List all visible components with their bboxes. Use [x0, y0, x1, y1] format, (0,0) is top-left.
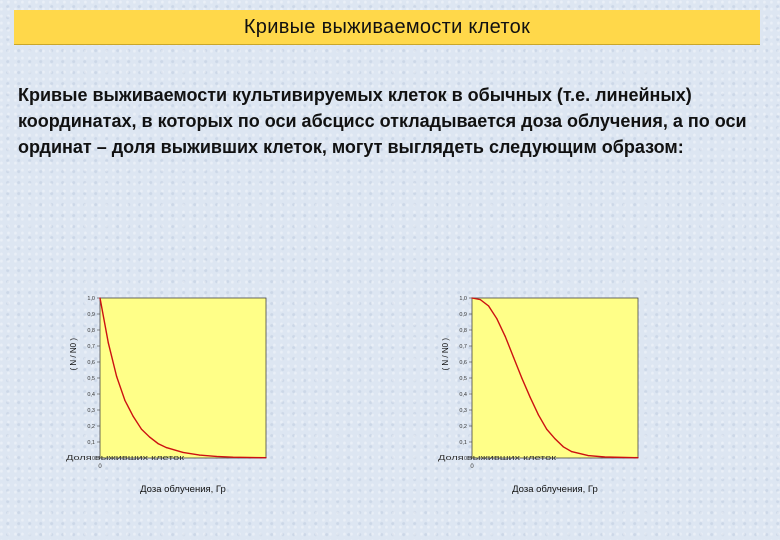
y-tick-label: 0,7 [87, 344, 95, 350]
curve-point [587, 455, 589, 457]
y-tick-label: 0,3 [459, 408, 467, 414]
curve-point [140, 428, 143, 430]
y-tick-label: 0,8 [459, 328, 467, 334]
chart-svg: 0 0,1 0,2 0,3 0,4 0,5 0,6 0,7 0,8 0,9 1,0 0 Доза обл… [66, 296, 267, 495]
y-tick-label: 1,0 [459, 296, 467, 302]
curve-point [504, 335, 506, 337]
slide-title: Кривые выживаемости клеток [243, 15, 531, 38]
curve-point [521, 377, 523, 379]
y-tick-label: 0,5 [459, 376, 467, 382]
plot-area [471, 297, 639, 459]
curve-point [571, 451, 573, 453]
curve-point [546, 428, 548, 430]
y-tick-label: 0 [92, 456, 95, 462]
y-tick-label: 0,4 [87, 392, 95, 398]
y-tick-label: 0,7 [459, 344, 467, 350]
y-tick-label: 0,3 [87, 408, 95, 414]
plot-area [99, 297, 267, 459]
curve-point [116, 375, 118, 377]
curve-point [554, 438, 556, 440]
curve-point [215, 455, 217, 457]
y-tick-label: 0,5 [87, 376, 95, 382]
x-axis-label: Доза облучения, Гр [140, 484, 226, 495]
curve-point [182, 451, 184, 453]
y-tick-label: 0,6 [87, 360, 95, 366]
x-tick-label: 0 [98, 464, 102, 470]
curve-point [99, 297, 101, 299]
curve-point [165, 447, 167, 449]
curve-point [232, 456, 234, 458]
survival-curve [471, 297, 639, 459]
y-tick-label: 1,0 [87, 296, 95, 302]
y-tick-label: 0,2 [459, 424, 467, 430]
curve-point [149, 436, 151, 438]
y-tick-label: 0 [464, 456, 467, 462]
survival-chart-exponential: 0 0,1 0,2 0,3 0,4 0,5 0,6 0,7 0,8 0,9 1,0 0 Доза обл… [62, 290, 292, 500]
intro-paragraph: Кривые выживаемости культивируемых клето… [18, 85, 747, 157]
curve-point [107, 342, 109, 344]
curve-point [488, 305, 490, 307]
curve-point [265, 457, 267, 459]
curve-point [132, 415, 134, 417]
curve-point [199, 454, 201, 456]
y-axis-label-prefix: Доля выживших клеток [66, 455, 185, 462]
curve-point [637, 457, 639, 459]
y-tick-label: 0,9 [459, 312, 467, 318]
y-axis-label-prefix: Доля выживших клеток [438, 455, 557, 462]
curve-point [471, 297, 473, 299]
curve-point [124, 399, 126, 401]
curve-point [512, 356, 515, 358]
survival-chart-shoulder: 0 0,1 0,2 0,3 0,4 0,5 0,6 0,7 0,8 0,9 1,0 0 Доза обл… [434, 290, 664, 500]
x-tick-label: 0 [470, 464, 474, 470]
y-tick-label: 0,4 [459, 392, 467, 398]
curve-point [496, 318, 498, 320]
curve-point [562, 446, 564, 448]
y-tick-label: 0,8 [87, 328, 95, 334]
curve-point [604, 456, 606, 458]
y-tick-label: 0,2 [87, 424, 95, 430]
y-tick-label: 0,1 [87, 440, 95, 446]
y-tick-label: 0,6 [459, 360, 467, 366]
curve-point [529, 396, 531, 398]
curve-point [157, 443, 159, 445]
y-axis-label: ( N / N0 ) [441, 338, 450, 371]
slide-title-bar: Кривые выживаемости клеток [14, 10, 760, 45]
y-tick-label: 0,1 [459, 440, 467, 446]
curve-point [537, 414, 539, 416]
y-tick-label: 0,9 [87, 312, 95, 318]
y-axis-label: ( N / N0 ) [69, 338, 78, 371]
survival-curve [99, 297, 267, 459]
chart-svg: 0 0,1 0,2 0,3 0,4 0,5 0,6 0,7 0,8 0,9 1,0 0 Доза обл… [438, 296, 639, 495]
curve-point [479, 299, 481, 301]
x-axis-label: Доза облучения, Гр [512, 484, 598, 495]
